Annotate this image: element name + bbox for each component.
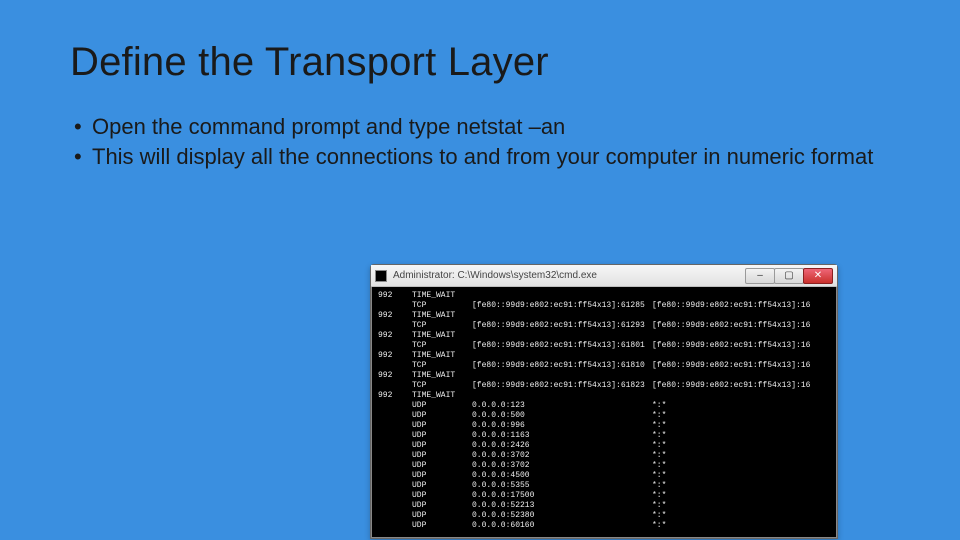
console-row: UDP0.0.0.0:123*:* (378, 401, 830, 411)
console-row: TCP[fe80::99d9:e802:ec91:ff54x13]:61801[… (378, 341, 830, 351)
console-row: TCP[fe80::99d9:e802:ec91:ff54x13]:61823[… (378, 381, 830, 391)
console-row: UDP0.0.0.0:996*:* (378, 421, 830, 431)
console-row: UDP0.0.0.0:500*:* (378, 411, 830, 421)
console-row: TCP[fe80::99d9:e802:ec91:ff54x13]:61293[… (378, 321, 830, 331)
console-row: UDP0.0.0.0:17500*:* (378, 491, 830, 501)
cmd-window: Administrator: C:\Windows\system32\cmd.e… (370, 264, 838, 539)
window-buttons: – ▢ ✕ (746, 268, 833, 284)
console-row: TCP[fe80::99d9:e802:ec91:ff54x13]:61285[… (378, 301, 830, 311)
console-row: UDP0.0.0.0:3702*:* (378, 451, 830, 461)
console-row: 992TIME_WAIT (378, 331, 830, 341)
slide: Define the Transport Layer Open the comm… (0, 0, 960, 192)
bullet-item: Open the command prompt and type netstat… (74, 113, 890, 141)
minimize-button[interactable]: – (745, 268, 775, 284)
cmd-icon (375, 270, 387, 282)
console-row: UDP0.0.0.0:3702*:* (378, 461, 830, 471)
console-row: UDP0.0.0.0:52213*:* (378, 501, 830, 511)
console-row: 992TIME_WAIT (378, 291, 830, 301)
console-row: 992TIME_WAIT (378, 371, 830, 381)
console-row: UDP0.0.0.0:4500*:* (378, 471, 830, 481)
console-row: 992TIME_WAIT (378, 311, 830, 321)
bullet-item: This will display all the connections to… (74, 143, 890, 171)
maximize-button[interactable]: ▢ (774, 268, 804, 284)
console-row: 992TIME_WAIT (378, 351, 830, 361)
titlebar[interactable]: Administrator: C:\Windows\system32\cmd.e… (371, 265, 837, 287)
console-row: UDP0.0.0.0:2426*:* (378, 441, 830, 451)
console-row: TCP[fe80::99d9:e802:ec91:ff54x13]:61810[… (378, 361, 830, 371)
bullet-list: Open the command prompt and type netstat… (70, 113, 890, 170)
window-title: Administrator: C:\Windows\system32\cmd.e… (393, 270, 746, 281)
console-row: UDP0.0.0.0:52380*:* (378, 511, 830, 521)
slide-title: Define the Transport Layer (70, 40, 890, 85)
console-row: 992TIME_WAIT (378, 391, 830, 401)
console-row: UDP0.0.0.0:5355*:* (378, 481, 830, 491)
console-row: UDP0.0.0.0:1163*:* (378, 431, 830, 441)
close-button[interactable]: ✕ (803, 268, 833, 284)
console-row: UDP0.0.0.0:60160*:* (378, 521, 830, 531)
console-output: 992TIME_WAITTCP[fe80::99d9:e802:ec91:ff5… (371, 287, 837, 538)
